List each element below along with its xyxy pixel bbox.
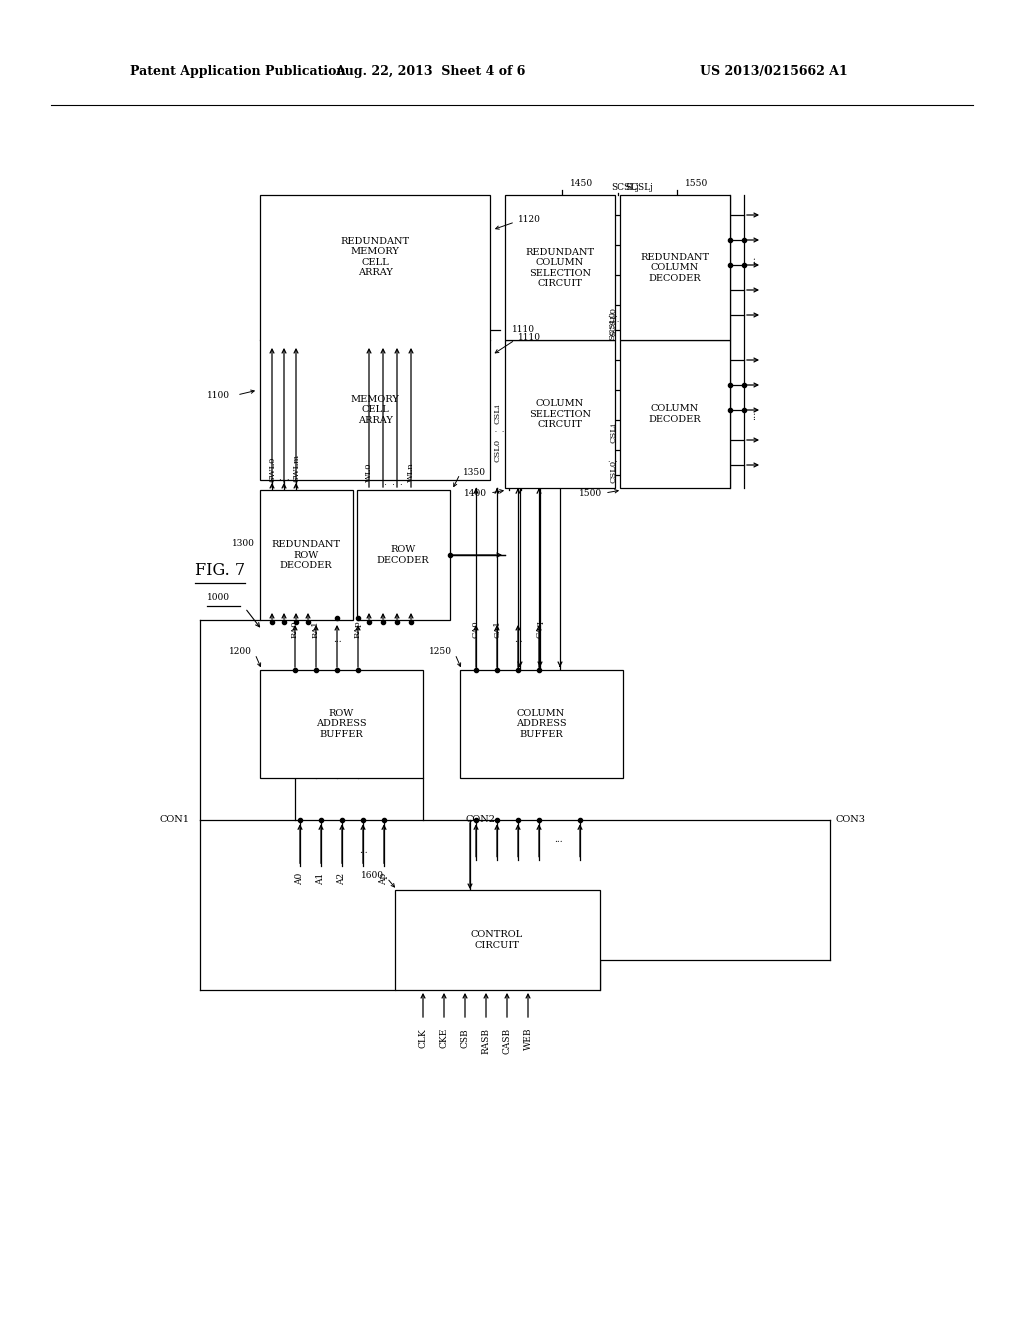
Text: A1: A1 [316, 873, 326, 884]
Text: Ap: Ap [380, 873, 388, 884]
Text: CAq: CAq [535, 620, 543, 638]
FancyBboxPatch shape [505, 195, 615, 341]
Text: Aug. 22, 2013  Sheet 4 of 6: Aug. 22, 2013 Sheet 4 of 6 [335, 66, 525, 78]
Text: FIG. 7: FIG. 7 [195, 561, 245, 578]
Text: 1000: 1000 [207, 594, 230, 602]
Text: 1450: 1450 [570, 178, 593, 187]
Text: REDUNDANT
COLUMN
SELECTION
CIRCUIT: REDUNDANT COLUMN SELECTION CIRCUIT [525, 248, 595, 288]
Text: CON3: CON3 [835, 816, 865, 825]
Text: 1300: 1300 [232, 539, 255, 548]
Text: ...: ... [514, 635, 522, 644]
FancyBboxPatch shape [505, 341, 615, 488]
Text: REDUNDANT
ROW
DECODER: REDUNDANT ROW DECODER [271, 540, 341, 570]
Text: SCSL0: SCSL0 [608, 312, 616, 341]
Text: RAp: RAp [354, 620, 362, 638]
Text: SCSLj: SCSLj [625, 183, 653, 193]
FancyBboxPatch shape [260, 195, 490, 480]
Text: COLUMN
DECODER: COLUMN DECODER [648, 404, 701, 424]
Text: ...: ... [554, 836, 562, 845]
Text: RA0: RA0 [291, 620, 299, 638]
Text: ROW
DECODER: ROW DECODER [377, 545, 429, 565]
Text: RASB: RASB [481, 1028, 490, 1053]
Text: WEB: WEB [523, 1028, 532, 1051]
FancyBboxPatch shape [260, 671, 423, 777]
Text: CSLi: CSLi [493, 404, 501, 424]
Text: CSL0: CSL0 [609, 459, 617, 483]
Text: 1110: 1110 [512, 326, 535, 334]
Text: SWLm: SWLm [292, 454, 300, 482]
Text: CON2: CON2 [465, 816, 495, 825]
Text: RA1: RA1 [312, 620, 319, 638]
Text: ...: ... [333, 635, 341, 644]
Text: REDUNDANT
COLUMN
DECODER: REDUNDANT COLUMN DECODER [640, 253, 710, 282]
Text: CSL0: CSL0 [493, 438, 501, 462]
Text: SCSL0: SCSL0 [609, 308, 617, 337]
Text: MEMORY
CELL
ARRAY: MEMORY CELL ARRAY [350, 395, 399, 425]
Text: CA1: CA1 [493, 620, 501, 638]
Text: SCSLj: SCSLj [611, 183, 639, 193]
Text: .  .: . . [279, 474, 289, 482]
Text: A0: A0 [296, 873, 304, 884]
Text: SWL0: SWL0 [268, 457, 276, 482]
Text: CON1: CON1 [160, 816, 190, 825]
Text: 1600: 1600 [361, 870, 384, 879]
Text: 1110: 1110 [518, 334, 541, 342]
Text: CLK: CLK [419, 1028, 427, 1048]
Text: WL0: WL0 [365, 462, 373, 482]
Text: CSB: CSB [461, 1028, 469, 1048]
Text: ROW
ADDRESS
BUFFER: ROW ADDRESS BUFFER [315, 709, 367, 739]
Text: 1100: 1100 [207, 391, 230, 400]
Text: ...: ... [358, 846, 368, 855]
Text: .  .: . . [608, 312, 617, 319]
Text: CASB: CASB [503, 1028, 512, 1055]
Text: CSLi: CSLi [609, 422, 617, 444]
Text: Patent Application Publication: Patent Application Publication [130, 66, 345, 78]
Text: 1400: 1400 [464, 488, 487, 498]
Text: CKE: CKE [439, 1028, 449, 1048]
FancyBboxPatch shape [620, 341, 730, 488]
Text: 1250: 1250 [429, 647, 452, 656]
Text: 1500: 1500 [579, 488, 602, 498]
FancyBboxPatch shape [395, 890, 600, 990]
Text: CONTROL
CIRCUIT: CONTROL CIRCUIT [471, 931, 523, 949]
Text: .  .  .: . . . [379, 479, 402, 487]
Text: 1350: 1350 [463, 467, 486, 477]
Text: .  .: . . [489, 426, 504, 434]
Text: 1550: 1550 [685, 178, 709, 187]
Text: CA0: CA0 [472, 620, 480, 638]
Text: .  .: . . [605, 315, 620, 323]
Text: US 2013/0215662 A1: US 2013/0215662 A1 [700, 66, 848, 78]
Text: COLUMN
ADDRESS
BUFFER: COLUMN ADDRESS BUFFER [516, 709, 566, 739]
Text: ...: ... [749, 255, 758, 265]
Text: COLUMN
SELECTION
CIRCUIT: COLUMN SELECTION CIRCUIT [529, 399, 591, 429]
Text: REDUNDANT
MEMORY
CELL
ARRAY: REDUNDANT MEMORY CELL ARRAY [340, 236, 410, 277]
FancyBboxPatch shape [620, 195, 730, 341]
FancyBboxPatch shape [460, 671, 623, 777]
Text: 1120: 1120 [518, 215, 541, 224]
Text: ...: ... [749, 411, 758, 420]
Text: A2: A2 [338, 873, 346, 884]
FancyBboxPatch shape [357, 490, 450, 620]
FancyBboxPatch shape [260, 490, 353, 620]
Text: WLn: WLn [407, 462, 415, 482]
Text: .  .: . . [608, 455, 617, 465]
Text: 1200: 1200 [229, 647, 252, 656]
